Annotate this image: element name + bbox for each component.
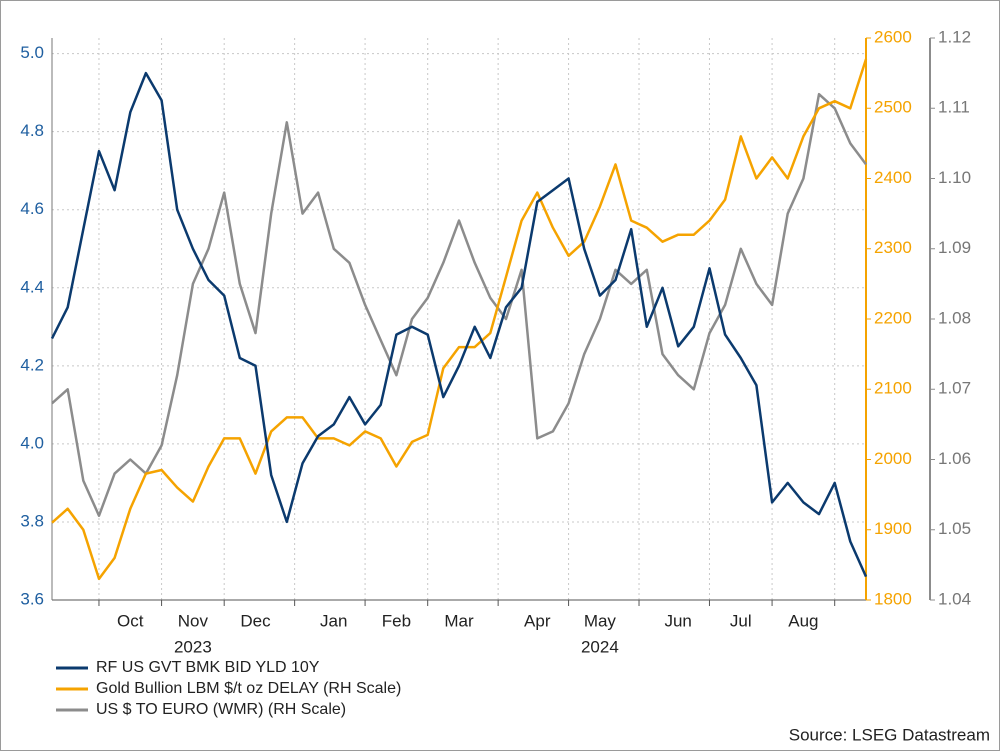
x-tick-label: Jun	[664, 611, 691, 630]
y-tick-label: 5.0	[20, 43, 44, 62]
year-label: 2023	[174, 637, 212, 656]
y-tick-label: 4.4	[20, 277, 44, 296]
legend-label: Gold Bullion LBM $/t oz DELAY (RH Scale)	[96, 680, 401, 697]
x-tick-label: Jul	[730, 611, 752, 630]
x-tick-label: May	[584, 611, 617, 630]
y3-tick-label: 1.09	[938, 238, 971, 257]
x-tick-label: Feb	[382, 611, 411, 630]
y3-tick-label: 1.10	[938, 168, 971, 187]
y-tick-label: 3.6	[20, 589, 44, 608]
x-tick-label: Jan	[320, 611, 347, 630]
y2-tick-label: 2600	[874, 27, 912, 46]
y-tick-label: 4.6	[20, 199, 44, 218]
y3-tick-label: 1.12	[938, 27, 971, 46]
x-tick-label: Oct	[117, 611, 144, 630]
y2-tick-label: 2300	[874, 238, 912, 257]
x-tick-label: Aug	[788, 611, 818, 630]
y2-tick-label: 2400	[874, 168, 912, 187]
y2-tick-label: 2100	[874, 379, 912, 398]
x-tick-label: Apr	[524, 611, 551, 630]
y2-tick-label: 2200	[874, 308, 912, 327]
legend-label: RF US GVT BMK BID YLD 10Y	[96, 659, 320, 676]
y3-tick-label: 1.06	[938, 449, 971, 468]
x-tick-label: Dec	[240, 611, 271, 630]
y-tick-label: 4.8	[20, 121, 44, 140]
y2-tick-label: 1800	[874, 589, 912, 608]
y-tick-label: 4.2	[20, 355, 44, 374]
source: Source: LSEG Datastream	[789, 725, 990, 744]
y3-tick-label: 1.04	[938, 589, 971, 608]
y3-tick-label: 1.08	[938, 308, 971, 327]
y3-tick-label: 1.11	[938, 98, 970, 117]
y3-tick-label: 1.07	[938, 379, 971, 398]
y2-tick-label: 2500	[874, 98, 912, 117]
y-tick-label: 3.8	[20, 511, 44, 530]
year-label: 2024	[581, 637, 619, 656]
y2-tick-label: 2000	[874, 449, 912, 468]
series-line	[51, 92, 868, 517]
series-line	[51, 58, 868, 581]
series-line	[50, 71, 868, 578]
y-tick-label: 4.0	[20, 433, 44, 452]
legend-label: US $ TO EURO (WMR) (RH Scale)	[96, 701, 346, 718]
x-tick-label: Nov	[178, 611, 209, 630]
y3-tick-label: 1.05	[938, 519, 971, 538]
x-tick-label: Mar	[444, 611, 474, 630]
y2-tick-label: 1900	[874, 519, 912, 538]
